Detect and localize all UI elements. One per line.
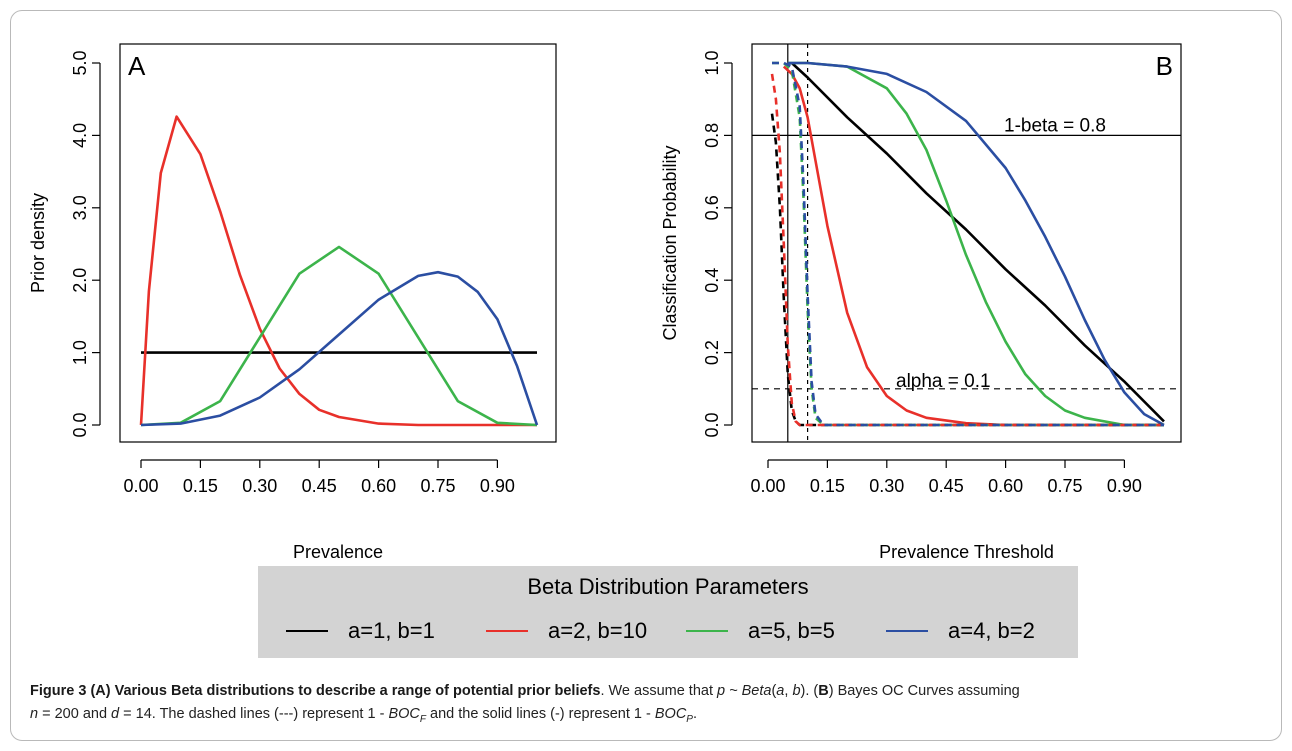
x-tick-label: 0.45 [302,476,337,496]
series-line [139,115,537,427]
caption-text: ( [771,683,777,699]
x-tick-label: 0.60 [988,476,1023,496]
legend-swatch [886,630,928,632]
caption-math: BOC [388,706,420,722]
legend-label: a=2, b=10 [548,618,648,643]
series-line [787,61,1164,427]
caption-panel-ref: B [818,683,829,699]
caption-math: d [111,706,120,722]
legend-label: a=5, b=5 [748,618,835,643]
annotation-alpha: alpha = 0.1 [896,371,991,392]
y-tick-label: 0.0 [702,412,722,437]
legend: Beta Distribution Parameters a=1, b=1 a=… [258,566,1078,658]
caption-math: b [792,683,801,699]
y-tick-label: 4.0 [70,123,90,148]
series-line [770,73,1164,427]
x-tick-label: 0.75 [1047,476,1082,496]
caption-subscript: P [686,713,693,725]
legend-item: a=1, b=1 [286,616,435,646]
x-axis-label: Prevalence [293,542,383,562]
legend-item: a=2, b=10 [486,616,647,646]
caption-math: BOC [654,706,687,722]
caption-text: and the solid lines (-) represent 1 - [425,706,655,722]
y-tick-label: 3.0 [70,195,90,220]
x-tick-label: 0.15 [810,476,845,496]
plot-box [119,43,557,443]
x-tick-label: 0.60 [361,476,396,496]
legend-item: a=4, b=2 [886,616,1035,646]
y-tick-label: 1.0 [70,340,90,365]
caption-text: . We assume that [600,683,718,699]
legend-label: a=4, b=2 [948,618,1035,643]
legend-title: Beta Distribution Parameters [527,574,809,599]
x-axis-label: Prevalence Threshold [879,542,1054,562]
y-tick-label: 0.8 [702,123,722,148]
legend-swatch [286,630,328,632]
y-tick-label: 0.4 [702,268,722,293]
x-tick-label: 0.15 [183,476,218,496]
x-tick-label: 0.45 [929,476,964,496]
caption-subscript: F [419,713,426,725]
caption-math: a [776,683,785,699]
series-line [782,65,1164,427]
panel-a: 0.00 0.15 0.30 0.45 0.60 0.75 0.90 0.0 1.0 2.0 3.0… [28,43,557,562]
panel-letter: B [1156,51,1173,81]
caption-text: ). ( [800,683,819,699]
series-line [790,62,1165,423]
plot-box [751,43,1182,443]
caption-math: p ~ Beta [717,683,772,699]
x-tick-label: 0.90 [1107,476,1142,496]
y-tick-label: 0.2 [702,340,722,365]
y-tick-label: 2.0 [70,268,90,293]
x-tick-label: 0.30 [242,476,277,496]
series-line [772,61,1164,427]
y-tick-label: 0.6 [702,195,722,220]
figure-caption: Figure 3 (A) Various Beta distributions … [30,680,1260,731]
legend-swatch [486,630,528,632]
y-tick-label: 0.0 [70,412,90,437]
series-line [140,245,538,427]
series-line [140,270,539,427]
y-axis-label: Classification Probability [660,145,680,340]
x-tick-label: 0.75 [420,476,455,496]
caption-bold-title: (A) Various Beta distributions to descri… [90,683,601,699]
legend-label: a=1, b=1 [348,618,435,643]
caption-text: = 14. The dashed lines (---) represent 1… [119,706,389,722]
panel-letter: A [128,51,146,81]
x-tick-label: 0.00 [123,476,158,496]
y-tick-label: 5.0 [70,50,90,75]
caption-text: = 200 and [38,706,112,722]
series-line [787,61,1165,427]
y-tick-label: 1.0 [702,50,722,75]
y-axis-label: Prior density [28,193,48,293]
series-line [772,61,1164,427]
x-tick-label: 0.30 [869,476,904,496]
caption-text: . [692,706,697,722]
caption-text: ) Bayes OC Curves assuming [828,683,1020,699]
caption-figure-label: Figure 3 [30,683,87,699]
caption-math: n [30,706,39,722]
caption-text: , [784,683,793,699]
x-tick-label: 0.00 [750,476,785,496]
legend-swatch [686,630,728,632]
x-tick-label: 0.90 [480,476,515,496]
legend-item: a=5, b=5 [686,616,835,646]
annotation-beta: 1-beta = 0.8 [1004,115,1106,136]
panel-b: 0.00 0.15 0.30 0.45 0.60 0.75 0.90 0.0 0.2 0.4 0.6… [660,43,1182,562]
